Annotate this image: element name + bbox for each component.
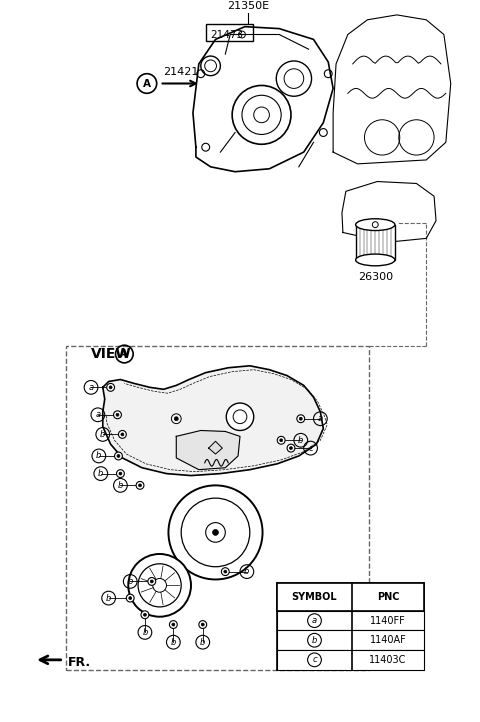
- Circle shape: [117, 454, 120, 458]
- Bar: [277, 583, 424, 669]
- Text: b: b: [106, 593, 111, 603]
- Circle shape: [128, 554, 191, 617]
- Bar: [277, 583, 424, 611]
- Text: a: a: [96, 410, 100, 419]
- Circle shape: [116, 413, 119, 417]
- Text: c: c: [308, 443, 313, 453]
- Bar: [277, 611, 424, 630]
- Text: A: A: [143, 79, 151, 89]
- Circle shape: [119, 430, 126, 438]
- Circle shape: [148, 578, 156, 586]
- Circle shape: [224, 570, 227, 573]
- Text: 21473: 21473: [211, 30, 244, 40]
- Ellipse shape: [356, 219, 395, 230]
- Circle shape: [129, 596, 132, 599]
- Text: a: a: [312, 616, 317, 625]
- Circle shape: [372, 222, 378, 227]
- Polygon shape: [176, 430, 240, 470]
- Circle shape: [141, 611, 149, 619]
- Circle shape: [289, 447, 292, 450]
- Circle shape: [121, 433, 124, 436]
- Bar: [66, 346, 370, 669]
- Circle shape: [172, 623, 175, 626]
- Polygon shape: [103, 366, 324, 476]
- Text: a: a: [88, 383, 94, 392]
- Text: b: b: [98, 469, 104, 478]
- Text: 1140AF: 1140AF: [370, 635, 407, 645]
- Text: b: b: [171, 638, 176, 647]
- Circle shape: [201, 623, 204, 626]
- Circle shape: [300, 417, 302, 420]
- Circle shape: [221, 567, 229, 575]
- Bar: [277, 650, 424, 669]
- Text: A: A: [120, 349, 128, 359]
- Polygon shape: [193, 27, 333, 172]
- Circle shape: [117, 470, 124, 477]
- Circle shape: [226, 403, 254, 430]
- Circle shape: [150, 580, 153, 583]
- Circle shape: [119, 472, 122, 475]
- Circle shape: [115, 452, 122, 460]
- Text: 21421: 21421: [164, 66, 199, 77]
- Text: b: b: [200, 638, 205, 647]
- Text: b: b: [312, 636, 317, 645]
- Bar: [277, 630, 424, 650]
- Bar: [356, 225, 395, 260]
- Text: a: a: [318, 414, 323, 423]
- Circle shape: [277, 436, 285, 444]
- Text: FR.: FR.: [68, 656, 91, 669]
- Text: SYMBOL: SYMBOL: [292, 592, 337, 602]
- Circle shape: [139, 484, 142, 487]
- Circle shape: [297, 415, 305, 422]
- Circle shape: [287, 444, 295, 452]
- Circle shape: [126, 594, 134, 602]
- Text: 21350E: 21350E: [227, 1, 269, 11]
- Bar: [206, 24, 253, 41]
- Circle shape: [213, 529, 218, 535]
- Circle shape: [114, 411, 121, 419]
- Circle shape: [169, 621, 177, 628]
- Text: c: c: [312, 656, 317, 664]
- Circle shape: [144, 613, 146, 616]
- Text: b: b: [128, 577, 133, 586]
- Text: b: b: [298, 436, 303, 445]
- Circle shape: [280, 439, 283, 442]
- Text: 26300: 26300: [358, 271, 393, 282]
- Ellipse shape: [356, 254, 395, 266]
- Circle shape: [174, 417, 178, 421]
- Polygon shape: [209, 441, 222, 454]
- Text: b: b: [96, 451, 102, 461]
- Text: 11403C: 11403C: [369, 655, 407, 665]
- Circle shape: [168, 485, 263, 580]
- Circle shape: [199, 621, 207, 628]
- Text: b: b: [118, 481, 123, 490]
- Circle shape: [109, 386, 112, 389]
- Text: b: b: [142, 628, 148, 637]
- Text: 1140FF: 1140FF: [370, 616, 406, 626]
- Text: b: b: [244, 567, 250, 576]
- Circle shape: [107, 383, 115, 391]
- Text: b: b: [100, 430, 106, 439]
- Text: VIEW: VIEW: [91, 347, 132, 361]
- Circle shape: [136, 482, 144, 490]
- Text: PNC: PNC: [377, 592, 399, 602]
